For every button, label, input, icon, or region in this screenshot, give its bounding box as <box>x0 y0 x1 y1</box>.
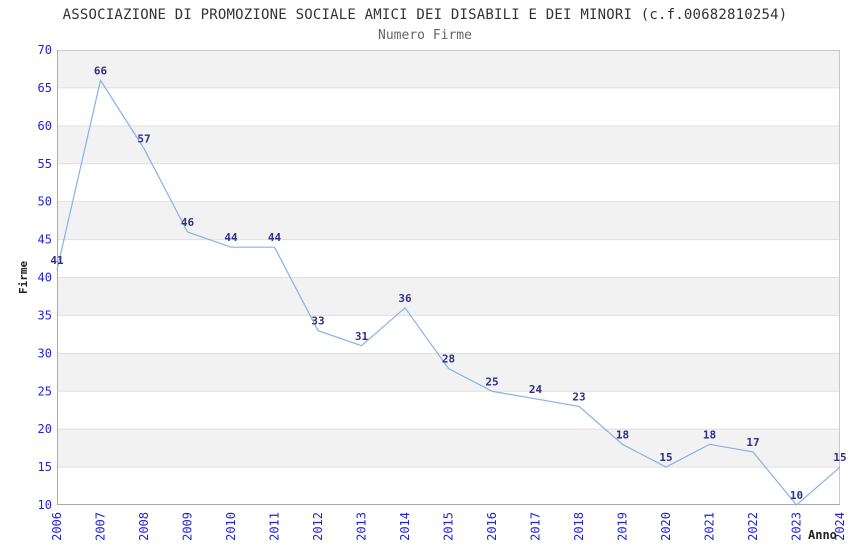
value-label: 44 <box>268 231 282 244</box>
value-label: 57 <box>137 133 150 146</box>
x-tick-label: 2020 <box>659 512 673 541</box>
chart-title: ASSOCIAZIONE DI PROMOZIONE SOCIALE AMICI… <box>62 7 788 23</box>
x-tick-label: 2023 <box>790 512 804 541</box>
y-tick-label: 30 <box>38 346 52 360</box>
x-tick-label: 2024 <box>833 512 847 541</box>
x-tick-label: 2017 <box>529 512 543 541</box>
y-tick-label: 45 <box>38 233 52 247</box>
value-label: 41 <box>50 254 64 267</box>
y-tick-label: 70 <box>38 43 52 57</box>
x-tick-label: 2006 <box>50 512 64 541</box>
value-label: 23 <box>572 390 585 403</box>
x-tick-label: 2016 <box>485 512 499 541</box>
y-tick-label: 40 <box>38 271 52 285</box>
x-tick-label: 2009 <box>181 512 195 541</box>
x-tick-label: 2022 <box>746 512 760 541</box>
x-tick-label: 2021 <box>703 512 717 541</box>
x-tick-label: 2010 <box>224 512 238 541</box>
value-label: 24 <box>529 383 543 396</box>
x-tick-label: 2012 <box>311 512 325 541</box>
y-axis-title: Firme <box>17 260 30 294</box>
plot-band <box>57 201 840 240</box>
value-label: 36 <box>398 292 412 305</box>
plot-band <box>57 277 840 316</box>
value-label: 44 <box>224 231 238 244</box>
plot-band <box>57 125 840 164</box>
x-axis-title: Anno <box>808 528 837 542</box>
chart-subtitle: Numero Firme <box>378 28 472 43</box>
x-tick-label: 2011 <box>268 512 282 541</box>
value-label: 17 <box>746 436 759 449</box>
x-tick-label: 2008 <box>137 512 151 541</box>
x-tick-label: 2015 <box>442 512 456 541</box>
y-tick-label: 20 <box>38 422 52 436</box>
x-tick-label: 2014 <box>398 512 412 541</box>
value-label: 46 <box>181 216 195 229</box>
y-tick-label: 10 <box>38 498 52 512</box>
y-tick-label: 65 <box>38 81 52 95</box>
y-tick-label: 35 <box>38 308 52 322</box>
data-line <box>56 78 841 506</box>
x-tick-label: 2013 <box>355 512 369 541</box>
y-tick-label: 50 <box>38 195 52 209</box>
y-tick-label: 60 <box>38 119 52 133</box>
y-tick-label: 55 <box>38 157 52 171</box>
value-label: 28 <box>442 353 455 366</box>
value-label: 10 <box>790 489 803 502</box>
plot-band <box>57 429 840 468</box>
value-label: 18 <box>703 428 716 441</box>
value-label: 33 <box>311 315 324 328</box>
value-label: 66 <box>94 64 108 77</box>
y-tick-label: 25 <box>38 384 52 398</box>
plot-band <box>57 50 840 88</box>
value-label: 31 <box>355 330 369 343</box>
value-label: 15 <box>833 451 846 464</box>
x-tick-label: 2018 <box>572 512 586 541</box>
value-label: 25 <box>485 375 498 388</box>
x-tick-label: 2007 <box>94 512 108 541</box>
x-tick-label: 2019 <box>616 512 630 541</box>
plot-band <box>57 353 840 392</box>
value-label: 15 <box>659 451 672 464</box>
y-tick-label: 15 <box>38 460 52 474</box>
value-label: 18 <box>616 428 629 441</box>
